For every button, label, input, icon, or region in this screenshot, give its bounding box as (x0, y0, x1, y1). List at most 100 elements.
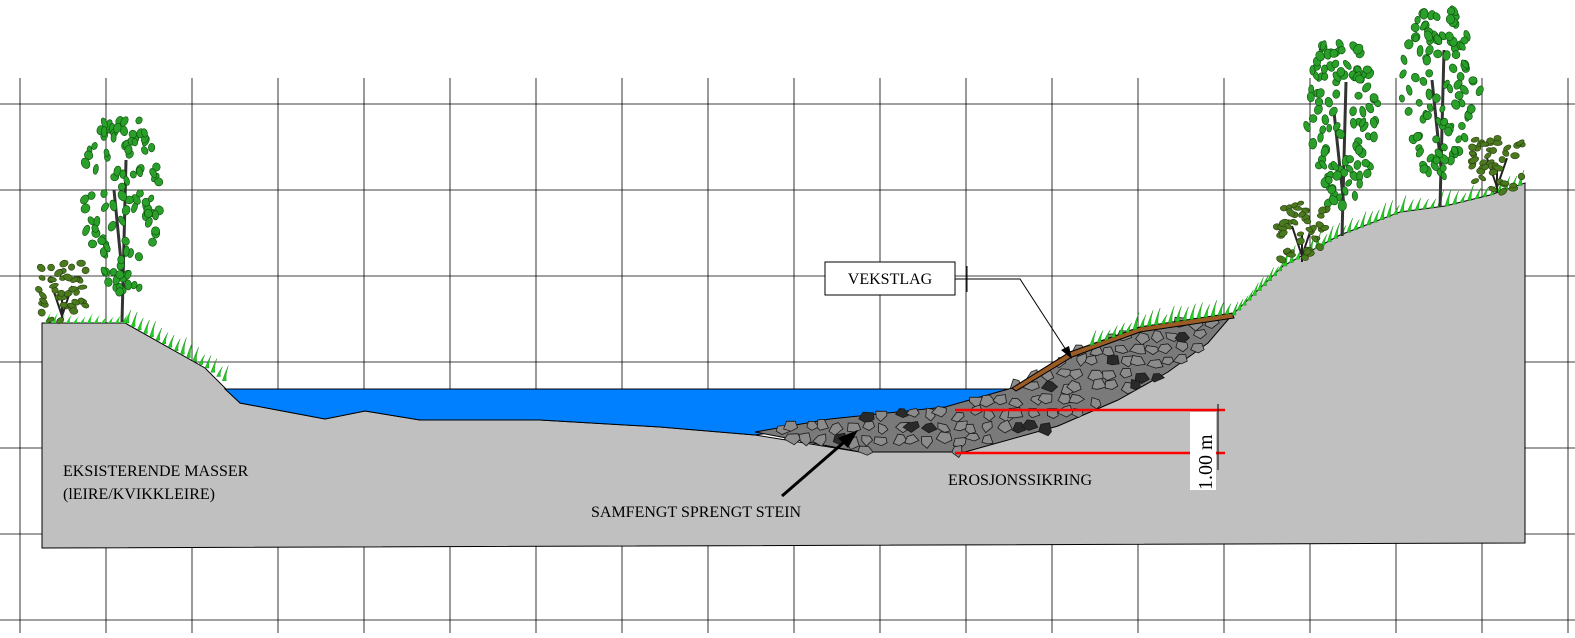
stone (783, 420, 799, 432)
vekstlag-label-box (824, 261, 956, 296)
grass-blade (130, 312, 138, 327)
riprap-leader (781, 435, 851, 498)
stone (964, 432, 981, 442)
grass-blade (1386, 200, 1393, 218)
grass-blade (216, 366, 223, 377)
grass-blade (1196, 302, 1203, 319)
stone (862, 420, 876, 431)
stone (1114, 345, 1129, 354)
grass-blade (1429, 198, 1437, 209)
grass-blade (73, 316, 79, 323)
grass-blade (143, 319, 150, 334)
vekstlag-arrowhead (1061, 346, 1072, 359)
grass-blade (1146, 310, 1154, 327)
grass-blade (115, 314, 121, 323)
grass-blade (1407, 199, 1414, 212)
grass-blade (1272, 266, 1279, 276)
stone (1193, 329, 1208, 340)
grass-blade (136, 317, 144, 331)
grass-blade (1252, 282, 1259, 296)
grass-blade (167, 334, 175, 348)
grass-blade (1168, 305, 1175, 323)
stone (1157, 343, 1173, 355)
stone (812, 433, 827, 447)
riprap-label: SAMFENGT SPRENGT STEIN (591, 504, 802, 521)
grass-blade (204, 355, 212, 369)
stone (930, 405, 947, 418)
stone (1008, 397, 1024, 409)
stone (846, 422, 862, 433)
stone (1130, 379, 1141, 390)
stone (1037, 393, 1053, 405)
grass-blade (1262, 275, 1269, 286)
grass-blade (1352, 219, 1360, 231)
grass-blade (1359, 211, 1367, 228)
grass-blade (1373, 209, 1380, 223)
stone (1172, 354, 1188, 365)
tree (1398, 5, 1484, 208)
grass-blade (192, 347, 199, 362)
stone (1150, 330, 1165, 344)
erosion-protection-label: EROSJONSSIKRING (948, 472, 1092, 489)
stone (861, 435, 874, 447)
grass-blade (1257, 277, 1264, 291)
stone (1021, 419, 1039, 431)
stone (857, 445, 874, 456)
grass-blade (1125, 322, 1132, 333)
stone (1076, 352, 1088, 367)
dimension-label-bg (1190, 412, 1216, 490)
grass-blade (1132, 312, 1140, 330)
stone (997, 419, 1013, 434)
grass-blade (1118, 322, 1125, 335)
grass-blade (1399, 195, 1407, 213)
stone (950, 411, 965, 423)
stone (1011, 422, 1027, 434)
grass-blade (1414, 197, 1422, 211)
grass-blade (1459, 193, 1467, 203)
stone (1102, 370, 1117, 381)
grass-blade (80, 316, 86, 323)
grass-blade (155, 327, 162, 341)
grass-blade (1333, 222, 1340, 239)
stone (902, 420, 920, 433)
stone (1068, 393, 1086, 404)
stone (877, 422, 889, 435)
stone (1175, 340, 1189, 353)
stone (981, 420, 993, 434)
existing-masses-sublabel: (lEIRE/KVIKKLEIRE) (63, 486, 215, 503)
stone (953, 420, 968, 432)
stone (798, 432, 812, 447)
shrub (35, 259, 90, 325)
grass-blade (198, 354, 205, 365)
stone (935, 431, 953, 445)
stone (1038, 422, 1052, 437)
grass-blade (1224, 303, 1232, 315)
stone (921, 436, 933, 449)
stone (981, 434, 994, 445)
grass-blade (186, 342, 193, 358)
grass-blade (210, 358, 217, 373)
vekstlag-leader (955, 278, 1069, 354)
existing-masses-label: EKSISTERENDE MASSER (63, 463, 249, 480)
grass-blade (149, 321, 156, 337)
stone (895, 408, 909, 419)
grass-blade (1231, 301, 1239, 316)
stone (920, 422, 938, 434)
grass-blade (1236, 299, 1244, 311)
stone (951, 445, 963, 459)
grass-blade (1096, 330, 1104, 343)
grass-blade (1452, 190, 1459, 205)
grass-blade (1346, 218, 1353, 233)
grass-blade (161, 332, 169, 344)
stone (979, 394, 997, 408)
stone (992, 394, 1007, 406)
stone (875, 410, 888, 423)
stone (905, 408, 920, 418)
grass-blade (94, 314, 100, 323)
grass-blade (124, 309, 132, 324)
grass-blade (1267, 267, 1274, 281)
grass-blade (222, 365, 229, 381)
stone (1144, 345, 1161, 356)
